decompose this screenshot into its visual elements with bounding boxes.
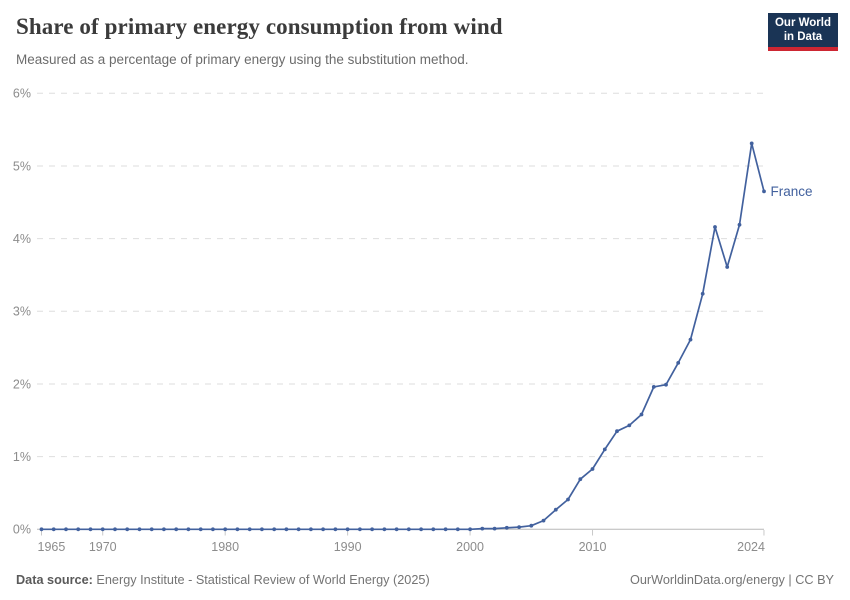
data-point [419,527,423,532]
y-axis-tick-label: 4% [13,232,31,246]
data-source: Data source: Energy Institute - Statisti… [16,573,430,587]
x-axis-tick-label: 1990 [334,540,362,554]
data-point [492,526,497,531]
y-axis-tick-label: 3% [13,305,31,319]
footer-credit-link[interactable]: OurWorldinData.org/energy | CC BY [629,573,834,587]
data-point [504,525,509,530]
y-axis-tick-label: 2% [13,377,31,391]
data-point [553,507,558,512]
data-point [480,526,485,531]
france-data-line [40,142,765,531]
data-point [529,523,534,528]
y-axis-tick-label: 6% [13,87,31,101]
x-axis-tick-label: 2000 [456,540,484,554]
owid-logo[interactable]: Our World in Data [768,13,838,51]
data-point [76,527,81,532]
data-point [431,527,436,532]
data-point [235,527,240,532]
data-point [260,527,264,532]
data-point [64,527,68,532]
data-point [149,527,154,532]
data-point [406,527,411,532]
data-point [443,527,448,532]
data-point [394,527,399,532]
data-point [358,527,362,532]
chart-footer: Data source: Energy Institute - Statisti… [16,573,834,587]
data-point [162,527,166,532]
owid-logo-line2: in Data [783,30,823,43]
chart-title: Share of primary energy consumption from… [16,14,503,39]
data-point [664,382,668,387]
data-point [578,477,583,482]
data-point [468,527,472,532]
data-source-label: Data source: [16,573,97,587]
data-point [125,527,130,532]
y-axis-tick-label: 5% [13,159,31,173]
data-point [615,429,619,434]
data-point [345,527,350,532]
data-point [455,527,460,532]
data-point [223,527,228,532]
y-axis-tick-label: 1% [13,450,31,464]
data-point [566,497,570,502]
data-point [247,527,252,532]
x-axis-tick-label: 1965 [38,540,66,554]
data-point [651,385,656,389]
data-point [321,527,325,532]
data-source-text: Energy Institute - Statistical Review of… [96,573,430,587]
data-point [541,518,546,523]
data-point [211,527,215,532]
data-point [272,527,277,532]
x-axis-tick-label: 1970 [89,540,117,554]
data-point [676,361,681,365]
y-axis-tick-label: 0% [13,523,31,537]
x-axis-tick-label: 2010 [579,540,607,554]
data-point [309,527,313,532]
data-point [639,412,644,417]
data-point [602,447,607,452]
data-point [517,525,521,529]
data-point [725,265,730,269]
data-point [100,527,105,532]
data-point [370,527,374,532]
data-point [590,467,595,471]
data-point [39,527,44,532]
data-point [51,527,56,532]
chart-subtitle: Measured as a percentage of primary ener… [16,52,469,67]
x-axis-tick-label: 2024 [737,540,765,554]
data-point [113,527,117,532]
data-point [88,527,93,532]
data-point [627,423,632,428]
x-axis-tick-label: 1980 [211,540,239,554]
data-point [700,291,705,296]
owid-logo-line1: Our World [774,17,831,29]
data-point [749,141,754,146]
data-point [174,527,179,532]
data-point [284,527,289,532]
data-point [382,527,387,532]
series-label-france: France [770,184,812,199]
data-point [198,527,203,532]
data-point [713,225,717,229]
data-point [186,527,191,532]
data-point [762,189,766,194]
data-point [737,222,742,227]
data-point [688,337,693,342]
data-point [333,527,338,532]
data-point [296,527,301,532]
data-point [137,527,142,532]
